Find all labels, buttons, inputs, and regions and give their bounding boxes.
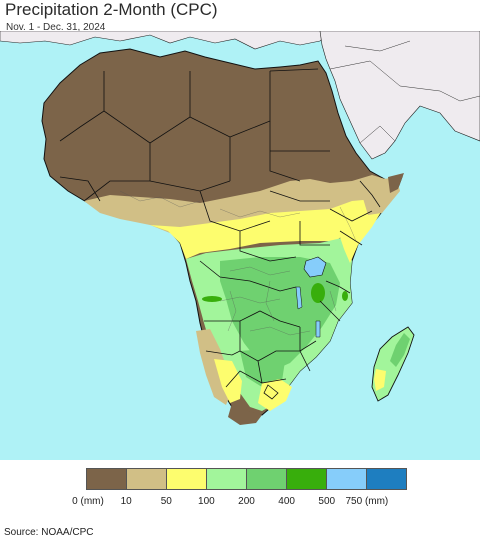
legend: 0 (mm) 10 50 100 200 400 500 750 (mm)	[0, 460, 480, 520]
somalia-tip	[388, 173, 404, 193]
legend-swatch-4	[247, 469, 287, 489]
data-source: Source: NOAA/CPC	[4, 527, 94, 538]
europe-landmass	[0, 31, 331, 50]
guinea-coast-belt	[150, 209, 352, 259]
legend-swatch-1	[127, 469, 167, 489]
legend-color-bar	[86, 468, 407, 490]
congo-wet-core	[220, 257, 340, 371]
legend-label-1: 10	[120, 496, 132, 507]
southeast-yellow	[258, 379, 292, 411]
legend-swatch-2	[167, 469, 207, 489]
precipitation-map	[0, 31, 480, 460]
date-range: Nov. 1 - Dec. 31, 2024	[6, 22, 106, 33]
legend-label-5: 400	[278, 496, 295, 507]
legend-label-7: 750 (mm)	[345, 496, 389, 507]
horn-yellow	[330, 199, 384, 263]
legend-swatch-0	[87, 469, 127, 489]
subnational-borders	[119, 190, 357, 336]
lake-victoria	[303, 256, 327, 278]
madagascar-dry	[374, 369, 386, 391]
legend-swatch-7	[367, 469, 406, 489]
legend-label-4: 200	[238, 496, 255, 507]
legend-label-2: 50	[160, 496, 172, 507]
middle-east-borders	[329, 40, 480, 144]
legend-swatch-6	[327, 469, 367, 489]
lake-tanganyika	[295, 286, 303, 310]
southwest-yellow	[214, 359, 242, 403]
lake-malawi	[315, 320, 321, 338]
country-borders	[59, 68, 381, 400]
cape-dry	[228, 403, 262, 425]
map-title: Precipitation 2-Month (CPC)	[5, 0, 218, 19]
heavy-rain-spots	[202, 283, 348, 303]
legend-label-0: 0 (mm)	[72, 496, 104, 507]
legend-swatch-3	[207, 469, 247, 489]
legend-label-6: 500	[318, 496, 336, 507]
legend-label-3: 100	[198, 496, 215, 507]
madagascar-wet	[390, 333, 410, 367]
legend-swatch-5	[287, 469, 327, 489]
